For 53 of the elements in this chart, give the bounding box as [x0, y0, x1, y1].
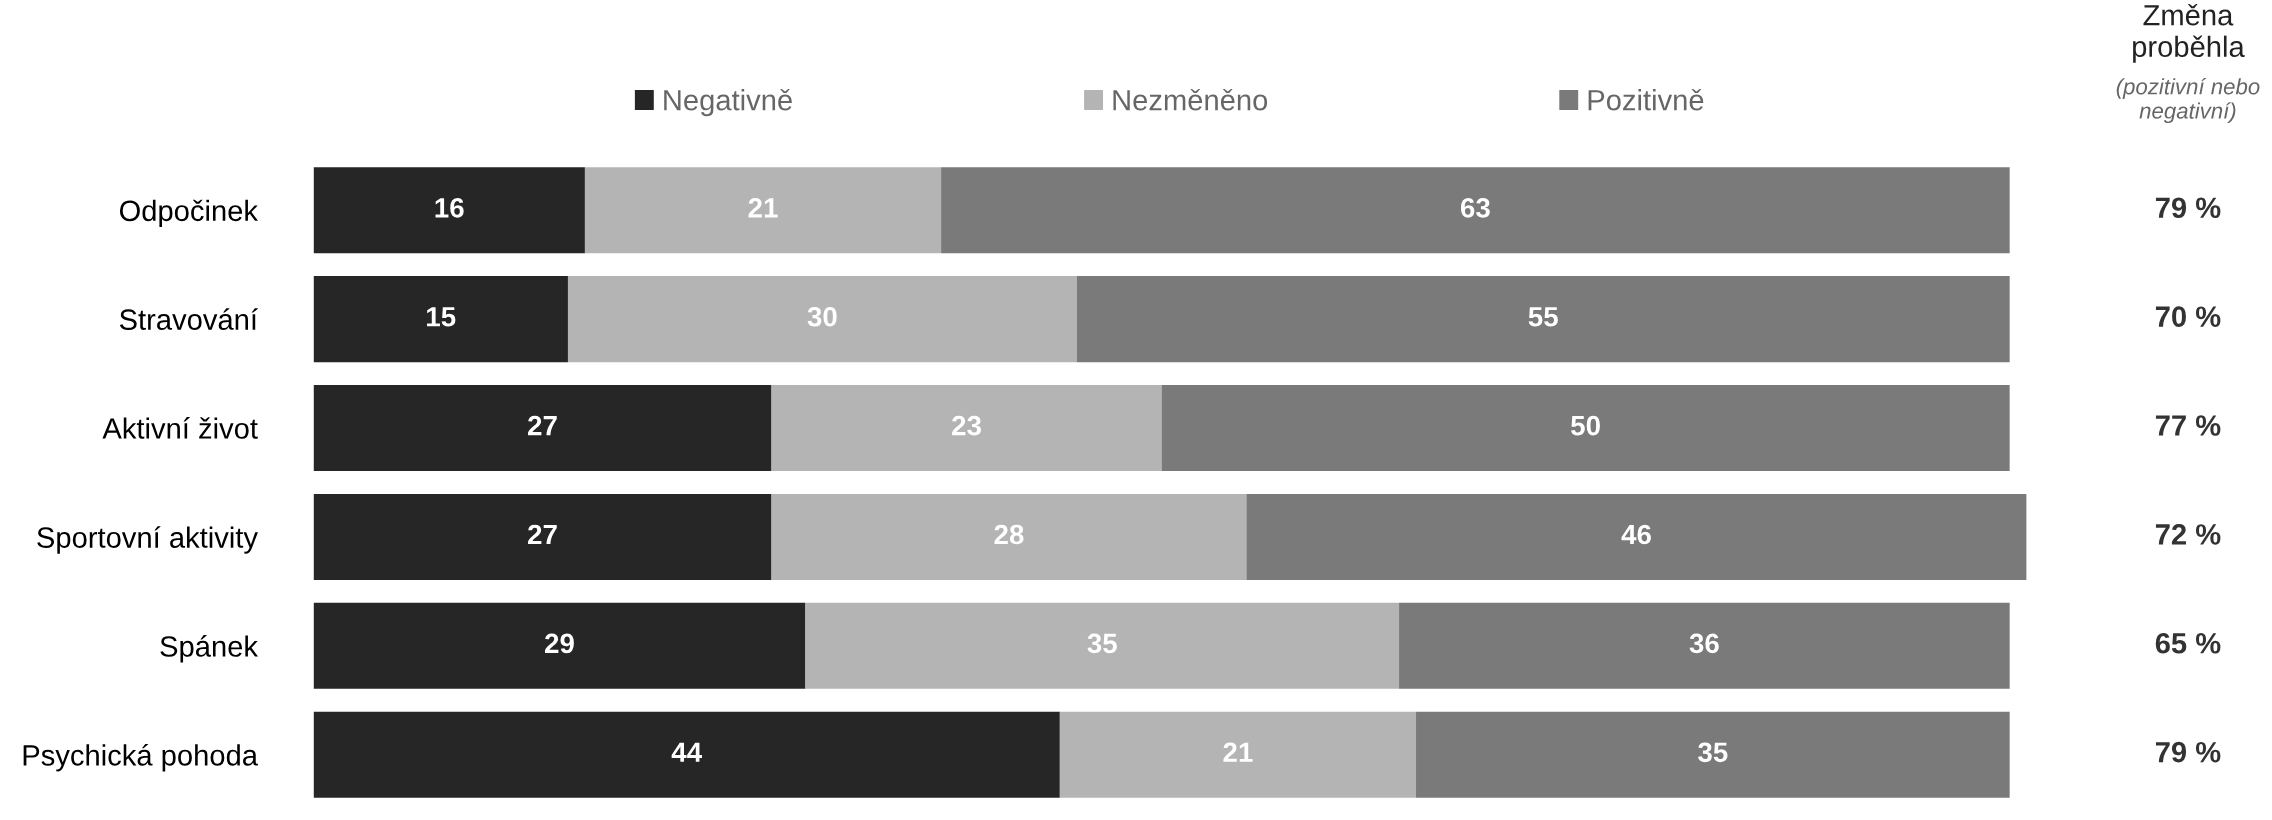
bar — [313, 711, 1060, 798]
bar — [584, 167, 942, 254]
legend-label: Negativně — [664, 88, 792, 117]
y-tick-label: Odpočinek — [119, 199, 259, 227]
text: 65 % — [2155, 632, 2221, 654]
text: Změna proběhla — [2133, 4, 2245, 63]
data-label: 28 — [994, 524, 1024, 545]
y-tick-label: Sportovní aktivity — [37, 526, 258, 554]
y-tick-label: Spánek — [160, 635, 259, 663]
data-label: 55 — [1528, 307, 1558, 327]
data-label: 46 — [1621, 524, 1651, 545]
bar — [1161, 385, 2010, 472]
data-label: 23 — [952, 415, 981, 436]
data-label: 50 — [1571, 415, 1600, 436]
bar — [941, 167, 2010, 254]
bar — [313, 602, 806, 689]
text: (pozitivní nebo negativní) — [2116, 77, 2260, 124]
y-tick-label: Stravování — [119, 308, 258, 330]
bar — [805, 602, 1400, 689]
bar — [313, 167, 585, 254]
data-label: 36 — [1689, 633, 1719, 654]
data-label: 29 — [544, 633, 574, 654]
text: 79 % — [2155, 197, 2221, 219]
bar — [313, 493, 772, 580]
y-tick-label: Aktivní život — [102, 417, 258, 439]
bar — [1076, 276, 2010, 363]
data-label: 35 — [1698, 742, 1728, 763]
bar — [313, 385, 772, 472]
data-label: 35 — [1087, 633, 1117, 654]
data-label: 15 — [427, 307, 456, 327]
text: 72 % — [2155, 524, 2221, 545]
data-label: 63 — [1460, 198, 1490, 218]
text: 77 % — [2155, 415, 2221, 436]
data-label: 27 — [528, 524, 557, 545]
bar — [771, 385, 1162, 472]
bar — [313, 276, 568, 363]
text: 79 % — [2155, 741, 2221, 763]
text: 70 % — [2155, 306, 2221, 327]
bar — [1059, 711, 1417, 798]
bar — [567, 276, 1077, 363]
data-label: 21 — [1223, 742, 1253, 762]
data-label: 21 — [748, 198, 778, 218]
bar — [1246, 493, 2027, 580]
data-label: 27 — [528, 415, 557, 436]
y-tick-label: Psychická pohoda — [23, 743, 258, 772]
data-label: 30 — [807, 306, 837, 327]
bar — [1399, 602, 2010, 689]
data-label: 44 — [671, 742, 702, 762]
bar — [771, 493, 1247, 580]
legend-label: Pozitivně — [1588, 88, 1704, 111]
data-label: 16 — [435, 198, 464, 218]
bar — [1416, 711, 2010, 798]
legend-label: Nezměněno — [1113, 88, 1268, 111]
